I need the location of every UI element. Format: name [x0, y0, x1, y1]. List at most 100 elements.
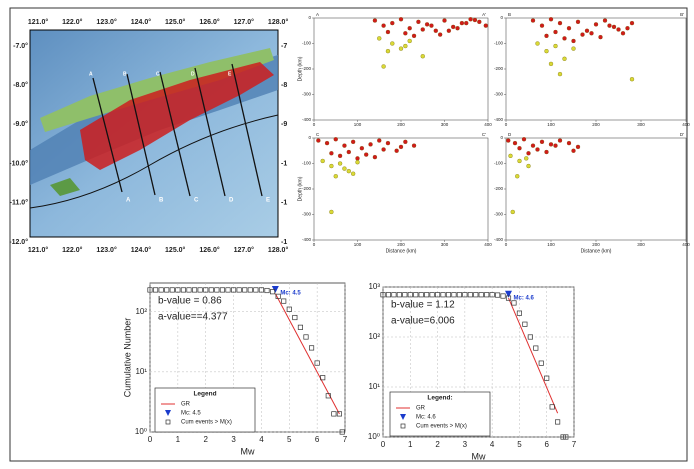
event-point — [351, 172, 355, 176]
annotation: a-value==4.377 — [158, 312, 228, 323]
event-point — [554, 44, 558, 48]
gr-plot: 0123456710⁰10¹10²10³Mwb-value = 1.12a-va… — [368, 282, 577, 461]
event-point — [425, 22, 429, 26]
event-point — [403, 31, 407, 35]
lon-label: 122.0° — [62, 18, 83, 26]
x-tick-label: 300 — [441, 242, 449, 247]
event-point — [386, 49, 390, 53]
legend-label: Cum events > M(x) — [181, 420, 232, 426]
y-axis-label: Depth (km) — [297, 176, 303, 201]
x-axis-label: Distance (km) — [386, 248, 417, 254]
y-tick-label: 10⁰ — [135, 427, 147, 436]
lon-label: 124.0° — [131, 18, 152, 26]
event-point — [395, 149, 399, 153]
x-tick-label: 0 — [148, 435, 153, 444]
y-tick-label: -200 — [302, 66, 312, 71]
event-point — [390, 21, 394, 25]
event-point — [382, 64, 386, 68]
plot-frame — [314, 18, 488, 120]
y-tick-label: -300 — [302, 212, 312, 217]
x-tick-label: 3 — [463, 440, 468, 449]
lon-label: 121.0° — [28, 246, 49, 254]
figure: 121.0°121.0°122.0°122.0°123.0°123.0°124.… — [0, 0, 694, 469]
event-point — [531, 19, 535, 23]
event-point — [356, 156, 360, 160]
profile-label: B — [123, 71, 127, 77]
event-point — [554, 144, 558, 148]
plot-frame — [506, 138, 686, 240]
event-point — [429, 24, 433, 28]
event-point — [567, 141, 571, 145]
panel-label: A' — [482, 12, 486, 17]
event-point — [356, 160, 360, 164]
panel-label: A — [316, 12, 319, 17]
y-tick-label: -100 — [494, 41, 504, 46]
lat-label: -9.0° — [13, 120, 28, 128]
event-point — [460, 21, 464, 25]
event-point — [545, 49, 549, 53]
lon-label: 127.0° — [234, 18, 255, 26]
event-point — [412, 34, 416, 38]
y-tick-label: -400 — [302, 237, 312, 242]
lon-label: 126.0° — [199, 18, 220, 26]
lat-label: -11.0° — [10, 199, 29, 207]
lat-label: -8.0° — [13, 81, 28, 89]
y-tick-label: 10² — [135, 307, 147, 316]
profile-label: A — [89, 71, 93, 77]
profile-label: D — [191, 71, 195, 77]
event-point — [549, 62, 553, 66]
event-point — [373, 155, 377, 159]
event-point — [536, 42, 540, 46]
event-point — [325, 141, 329, 145]
x-tick-label: 200 — [397, 122, 405, 127]
x-tick-label: 300 — [637, 242, 645, 247]
y-tick-label: -100 — [494, 161, 504, 166]
y-tick-label: 10¹ — [368, 382, 380, 391]
profile-label: B — [159, 198, 164, 204]
event-point — [506, 139, 510, 143]
x-tick-label: 400 — [484, 242, 492, 247]
event-point — [329, 151, 333, 155]
x-tick-label: 5 — [517, 440, 522, 449]
event-point — [540, 24, 544, 28]
profile-label: E — [266, 198, 270, 204]
event-point — [567, 26, 571, 30]
y-axis-label: Cumulative Number — [122, 318, 132, 398]
y-tick-label: -400 — [302, 117, 312, 122]
lat-label: -8 — [281, 82, 287, 89]
event-point — [536, 147, 540, 151]
event-point — [617, 27, 621, 31]
x-tick-label: 200 — [592, 122, 600, 127]
x-tick-label: 7 — [343, 435, 348, 444]
event-point — [321, 159, 325, 163]
event-point — [316, 139, 320, 143]
event-point — [382, 24, 386, 28]
profile-label: D — [229, 198, 234, 204]
x-tick-label: 1 — [176, 435, 181, 444]
event-point — [484, 24, 488, 28]
event-point — [511, 210, 515, 214]
event-point — [338, 154, 342, 158]
y-tick-label: -200 — [494, 186, 504, 191]
event-point — [342, 167, 346, 171]
y-tick-label: -200 — [302, 186, 312, 191]
profile-label: C — [194, 198, 199, 204]
lat-label: -1 — [281, 160, 287, 167]
event-point — [630, 77, 634, 81]
y-tick-label: -300 — [494, 212, 504, 217]
plot-frame — [314, 138, 488, 240]
event-point — [386, 141, 390, 145]
gr-plot: 0123456710⁰10¹10²MwCumulative Numberb-va… — [122, 283, 347, 456]
lat-label: -12.0° — [9, 238, 28, 246]
event-point — [329, 210, 333, 214]
y-tick-label: 10¹ — [135, 367, 147, 376]
profile-label: A — [126, 198, 131, 204]
event-point — [351, 140, 355, 144]
event-point — [608, 24, 612, 28]
x-tick-label: 400 — [484, 122, 492, 127]
event-point — [563, 36, 567, 40]
x-tick-label: 400 — [682, 242, 690, 247]
x-axis-label: Distance (km) — [581, 248, 612, 254]
event-point — [377, 139, 381, 143]
x-axis-label: Mw — [472, 451, 486, 461]
